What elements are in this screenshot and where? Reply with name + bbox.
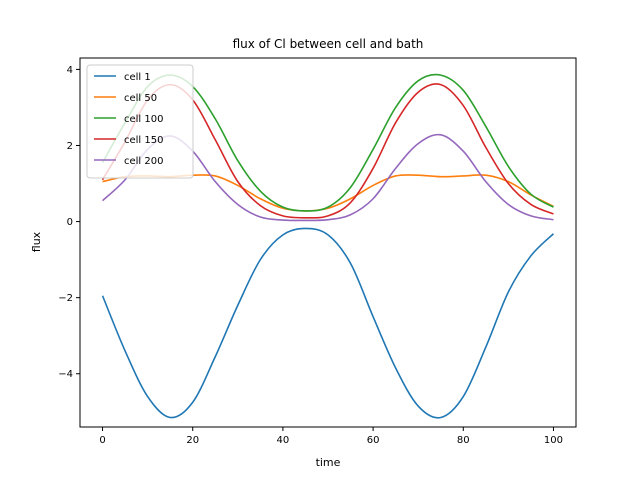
y-tick-label: 0 [67, 217, 73, 228]
legend: cell 1 cell 50 cell 100 cell 150 cell 200 [86, 64, 194, 179]
y-axis-label: flux [30, 231, 43, 252]
x-tick-label: 0 [99, 435, 105, 446]
y-tick-label: −2 [58, 293, 73, 304]
x-tick-label: 40 [277, 435, 290, 446]
chart-title: flux of Cl between cell and bath [233, 37, 424, 51]
legend-entry: cell 200 [124, 156, 163, 167]
legend-entry: cell 1 [124, 72, 151, 83]
series-line-cell-1 [101, 227, 555, 419]
x-tick-label: 20 [186, 435, 199, 446]
x-axis: 0 20 40 60 80 100 [99, 427, 563, 446]
y-axis: −4 −2 0 2 4 [58, 65, 80, 380]
legend-entry: cell 50 [124, 93, 157, 104]
x-tick-label: 60 [367, 435, 380, 446]
y-tick-label: 4 [67, 65, 73, 76]
legend-box [86, 64, 194, 179]
y-tick-label: 2 [67, 141, 73, 152]
legend-entry: cell 100 [124, 114, 163, 125]
legend-entry: cell 150 [124, 135, 163, 146]
x-tick-label: 80 [457, 435, 470, 446]
y-tick-label: −4 [58, 369, 73, 380]
x-tick-label: 100 [544, 435, 563, 446]
x-axis-label: time [316, 456, 341, 469]
plot-frame [79, 57, 577, 428]
